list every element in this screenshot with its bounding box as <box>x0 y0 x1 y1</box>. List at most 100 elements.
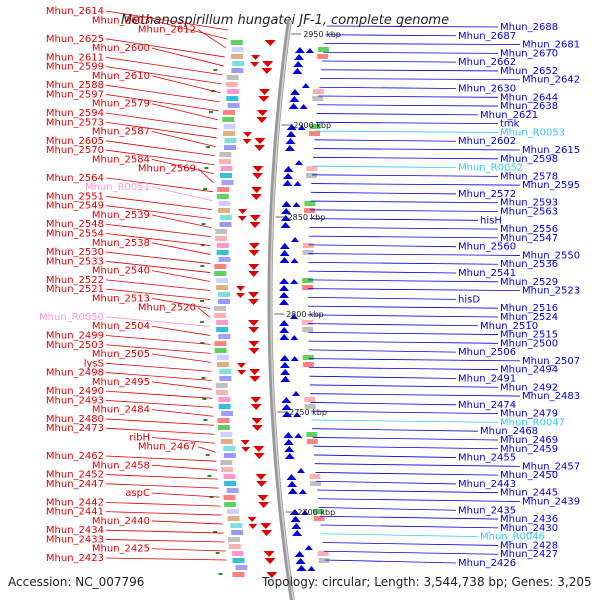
forward-strand-gene <box>253 453 265 459</box>
backbone-highlight <box>270 19 295 600</box>
reverse-strand-gene <box>280 376 291 382</box>
leader-line <box>308 349 457 353</box>
gene-label-left: Mhun_2538 <box>92 238 150 249</box>
leader-line <box>151 131 216 148</box>
gene-label-left: Mhun_2441 <box>46 507 104 518</box>
leader-line <box>318 95 499 98</box>
leader-line <box>105 557 227 561</box>
gene-label-left: Mhun_R0051 <box>85 182 150 193</box>
gene-label-right: Mhun_2593 <box>500 198 558 209</box>
forward-strand-gene <box>256 117 268 123</box>
gene-label-right: Mhun_2430 <box>500 523 558 534</box>
feature-block <box>302 285 314 290</box>
gene-label-right: Mhun_2450 <box>500 470 558 481</box>
gene-label-right: Mhun_2536 <box>500 259 558 270</box>
forward-strand-gene <box>258 502 270 508</box>
gene-label-left: Mhun_2570 <box>46 145 104 156</box>
reverse-strand-gene <box>284 145 295 151</box>
leader-line <box>308 244 457 248</box>
feature-block <box>318 558 330 563</box>
feature-tick <box>218 573 223 575</box>
reverse-strand-gene <box>283 432 294 438</box>
gene-label-right: Mhun_2515 <box>500 330 558 341</box>
leader-line <box>322 542 499 546</box>
reverse-strand-gene <box>296 468 305 473</box>
feature-block <box>222 117 235 122</box>
gene-label-left: Mhun_2614 <box>46 6 104 17</box>
leader-line <box>311 174 499 177</box>
gene-label-right: Mhun_2621 <box>480 110 538 121</box>
leader-line <box>105 539 225 543</box>
feature-block <box>232 61 245 66</box>
gene-label-left: Mhun_2447 <box>46 479 104 490</box>
leader-line <box>105 511 222 516</box>
leader-line <box>313 445 499 450</box>
feature-block <box>218 257 231 262</box>
gene-label-left: aspC <box>125 488 150 499</box>
feature-tick <box>213 531 218 533</box>
feature-block <box>218 159 231 164</box>
left-gene-labels: Mhun_2614Mhun_2603Mhun_2612Mhun_2625Mhun… <box>39 6 196 564</box>
kbp-label: 2850 kbp <box>288 213 326 222</box>
feature-block <box>216 320 229 325</box>
reverse-strand-gene <box>290 356 299 361</box>
leader-line <box>311 183 521 186</box>
reverse-strand-gene <box>283 439 294 445</box>
leader-line <box>105 455 217 462</box>
leader-line <box>105 121 217 139</box>
gene-label-left: Mhun_R0050 <box>39 312 104 323</box>
reverse-strand-gene <box>304 545 313 550</box>
gene-label-left: Mhun_2573 <box>46 117 104 128</box>
feature-block <box>216 243 229 248</box>
leader-line <box>320 78 521 81</box>
forward-strand-gene <box>248 243 260 249</box>
gene-label-right: Mhun_2455 <box>458 453 516 464</box>
feature-block <box>227 516 240 521</box>
right-gene-labels: Mhun_2688Mhun_2687Mhun_2681Mhun_2670Mhun… <box>458 22 580 569</box>
reverse-strand-gene <box>298 489 307 494</box>
feature-block <box>219 152 232 157</box>
reverse-strand-gene <box>279 327 290 333</box>
reverse-strand-gene <box>284 446 295 452</box>
forward-strand-gene <box>248 264 260 270</box>
forward-strand-gene <box>253 446 265 452</box>
forward-strand-gene <box>248 299 260 305</box>
gene-label-right: Mhun_2516 <box>500 303 558 314</box>
forward-strand-gene <box>254 138 266 144</box>
gene-label-right: Mhun_R0052 <box>458 163 523 174</box>
feature-block <box>218 397 231 402</box>
gene-label-left: Mhun_2533 <box>46 256 104 267</box>
gene-label-left: Mhun_2579 <box>92 99 150 110</box>
reverse-strand-gene <box>279 278 290 284</box>
feature-block <box>313 516 325 521</box>
accession-text: Accession: NC_007796 <box>8 575 144 589</box>
leader-line <box>313 148 521 151</box>
gene-label-left: Mhun_2493 <box>46 395 104 406</box>
leader-line <box>317 104 499 107</box>
gene-label-right: Mhun_R0053 <box>500 127 565 138</box>
leader-line <box>105 483 219 489</box>
forward-strand-gene <box>236 293 246 298</box>
feature-block <box>227 89 240 94</box>
feature-block <box>317 54 329 59</box>
leader-line <box>308 288 521 292</box>
forward-strand-gene <box>248 250 260 256</box>
gene-label-right: Mhun_2468 <box>480 426 538 437</box>
gene-label-right: Mhun_2506 <box>458 347 516 358</box>
reverse-strand-gene <box>294 54 305 60</box>
reverse-strand-gene <box>279 243 290 249</box>
leader-line <box>105 399 213 408</box>
feature-block <box>216 250 229 255</box>
feature-block <box>226 96 239 101</box>
forward-strand-gene <box>248 524 258 529</box>
feature-block <box>226 488 239 493</box>
feature-block <box>302 320 314 325</box>
reverse-strand-gene <box>305 48 314 53</box>
leader-line <box>319 515 499 520</box>
gene-label-left: Mhun_2498 <box>46 368 104 379</box>
reverse-strand-gene <box>287 481 298 487</box>
leader-line <box>308 270 457 274</box>
feature-block <box>219 173 232 178</box>
reverse-strand-gene <box>290 258 299 263</box>
forward-strand-gene <box>248 271 260 277</box>
